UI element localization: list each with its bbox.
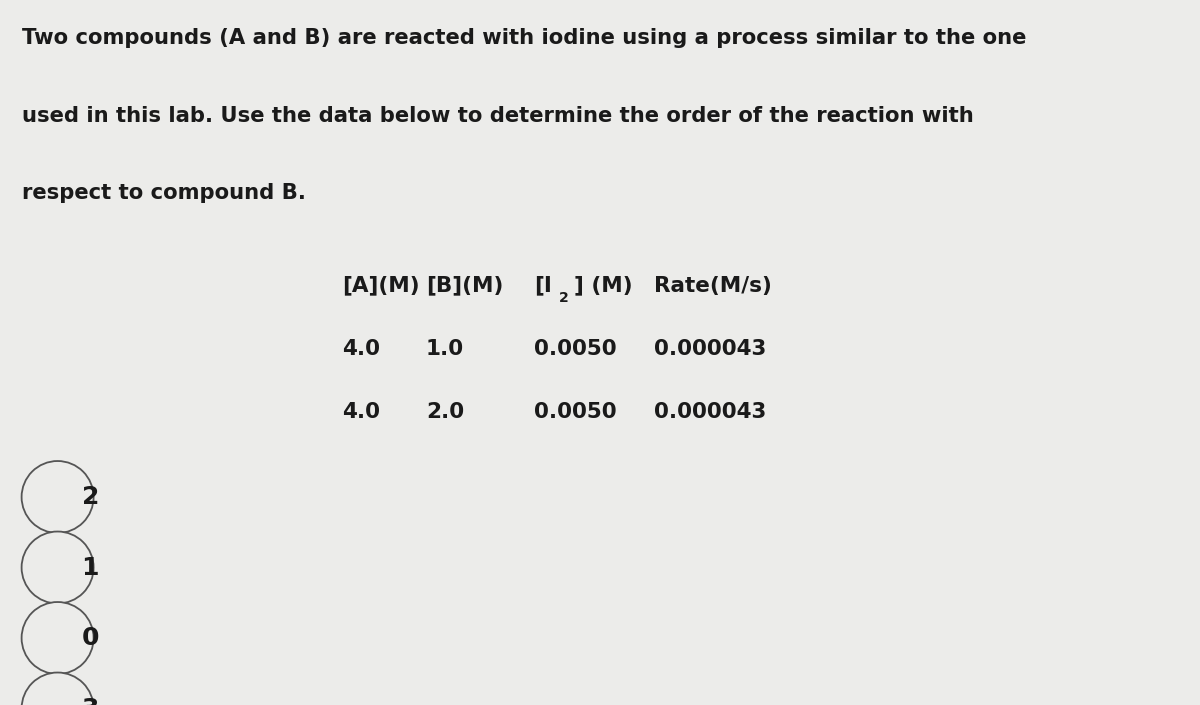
Text: 3: 3 <box>82 697 98 705</box>
Text: 0.0050: 0.0050 <box>534 339 617 359</box>
Text: Rate(M/s): Rate(M/s) <box>654 276 772 295</box>
Text: used in this lab. Use the data below to determine the order of the reaction with: used in this lab. Use the data below to … <box>22 106 973 125</box>
Text: 4.0: 4.0 <box>342 403 380 422</box>
Text: ] (M): ] (M) <box>574 276 632 295</box>
Text: 2.0: 2.0 <box>426 403 464 422</box>
Text: [I: [I <box>534 276 552 295</box>
Text: 0.000043: 0.000043 <box>654 403 767 422</box>
Text: 0.000043: 0.000043 <box>654 339 767 359</box>
Text: [A](M): [A](M) <box>342 276 420 295</box>
Text: 4.0: 4.0 <box>342 339 380 359</box>
Text: 0.0050: 0.0050 <box>534 403 617 422</box>
Ellipse shape <box>22 673 94 705</box>
Text: 0: 0 <box>82 626 100 650</box>
Text: 2: 2 <box>82 485 98 509</box>
Text: 1: 1 <box>82 556 100 580</box>
Text: 2: 2 <box>559 291 569 305</box>
Ellipse shape <box>22 461 94 533</box>
Text: [B](M): [B](M) <box>426 276 503 295</box>
Ellipse shape <box>22 602 94 674</box>
Ellipse shape <box>22 532 94 603</box>
Text: 1.0: 1.0 <box>426 339 464 359</box>
Text: Two compounds (A and B) are reacted with iodine using a process similar to the o: Two compounds (A and B) are reacted with… <box>22 28 1026 48</box>
Text: respect to compound B.: respect to compound B. <box>22 183 306 203</box>
